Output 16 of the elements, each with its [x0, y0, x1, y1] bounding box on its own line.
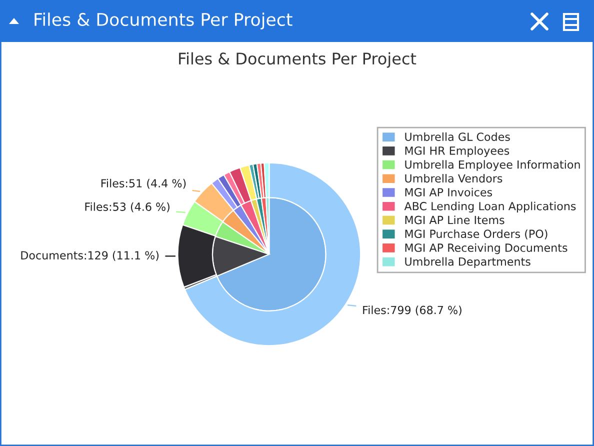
legend-label: MGI HR Employees	[405, 146, 510, 158]
chart-title: Files & Documents Per Project	[179, 52, 416, 68]
legend-label: MGI AP Invoices	[405, 188, 492, 196]
legend-label: Umbrella Vendors	[405, 174, 502, 183]
data-label: Files:799 (68.7 %)	[363, 306, 462, 316]
legend-label: Umbrella Employee Information	[405, 160, 580, 171]
legend-label: MGI Purchase Orders (PO)	[405, 229, 548, 240]
legend-label: Umbrella Departments	[405, 257, 530, 268]
legend-label: MGI AP Line Items	[405, 216, 504, 224]
legend-label: Umbrella GL Codes	[405, 132, 510, 141]
text: Files & Documents Per Project	[34, 12, 292, 30]
legend-label: MGI AP Receiving Documents	[405, 243, 568, 254]
data-label: Files:51 (4.4 %)	[101, 178, 186, 189]
legend-label: ABC Lending Loan Applications	[404, 202, 576, 212]
data-label: Files:53 (4.6 %)	[85, 202, 170, 212]
data-label: Documents:129 (11.1 %)	[21, 250, 159, 261]
